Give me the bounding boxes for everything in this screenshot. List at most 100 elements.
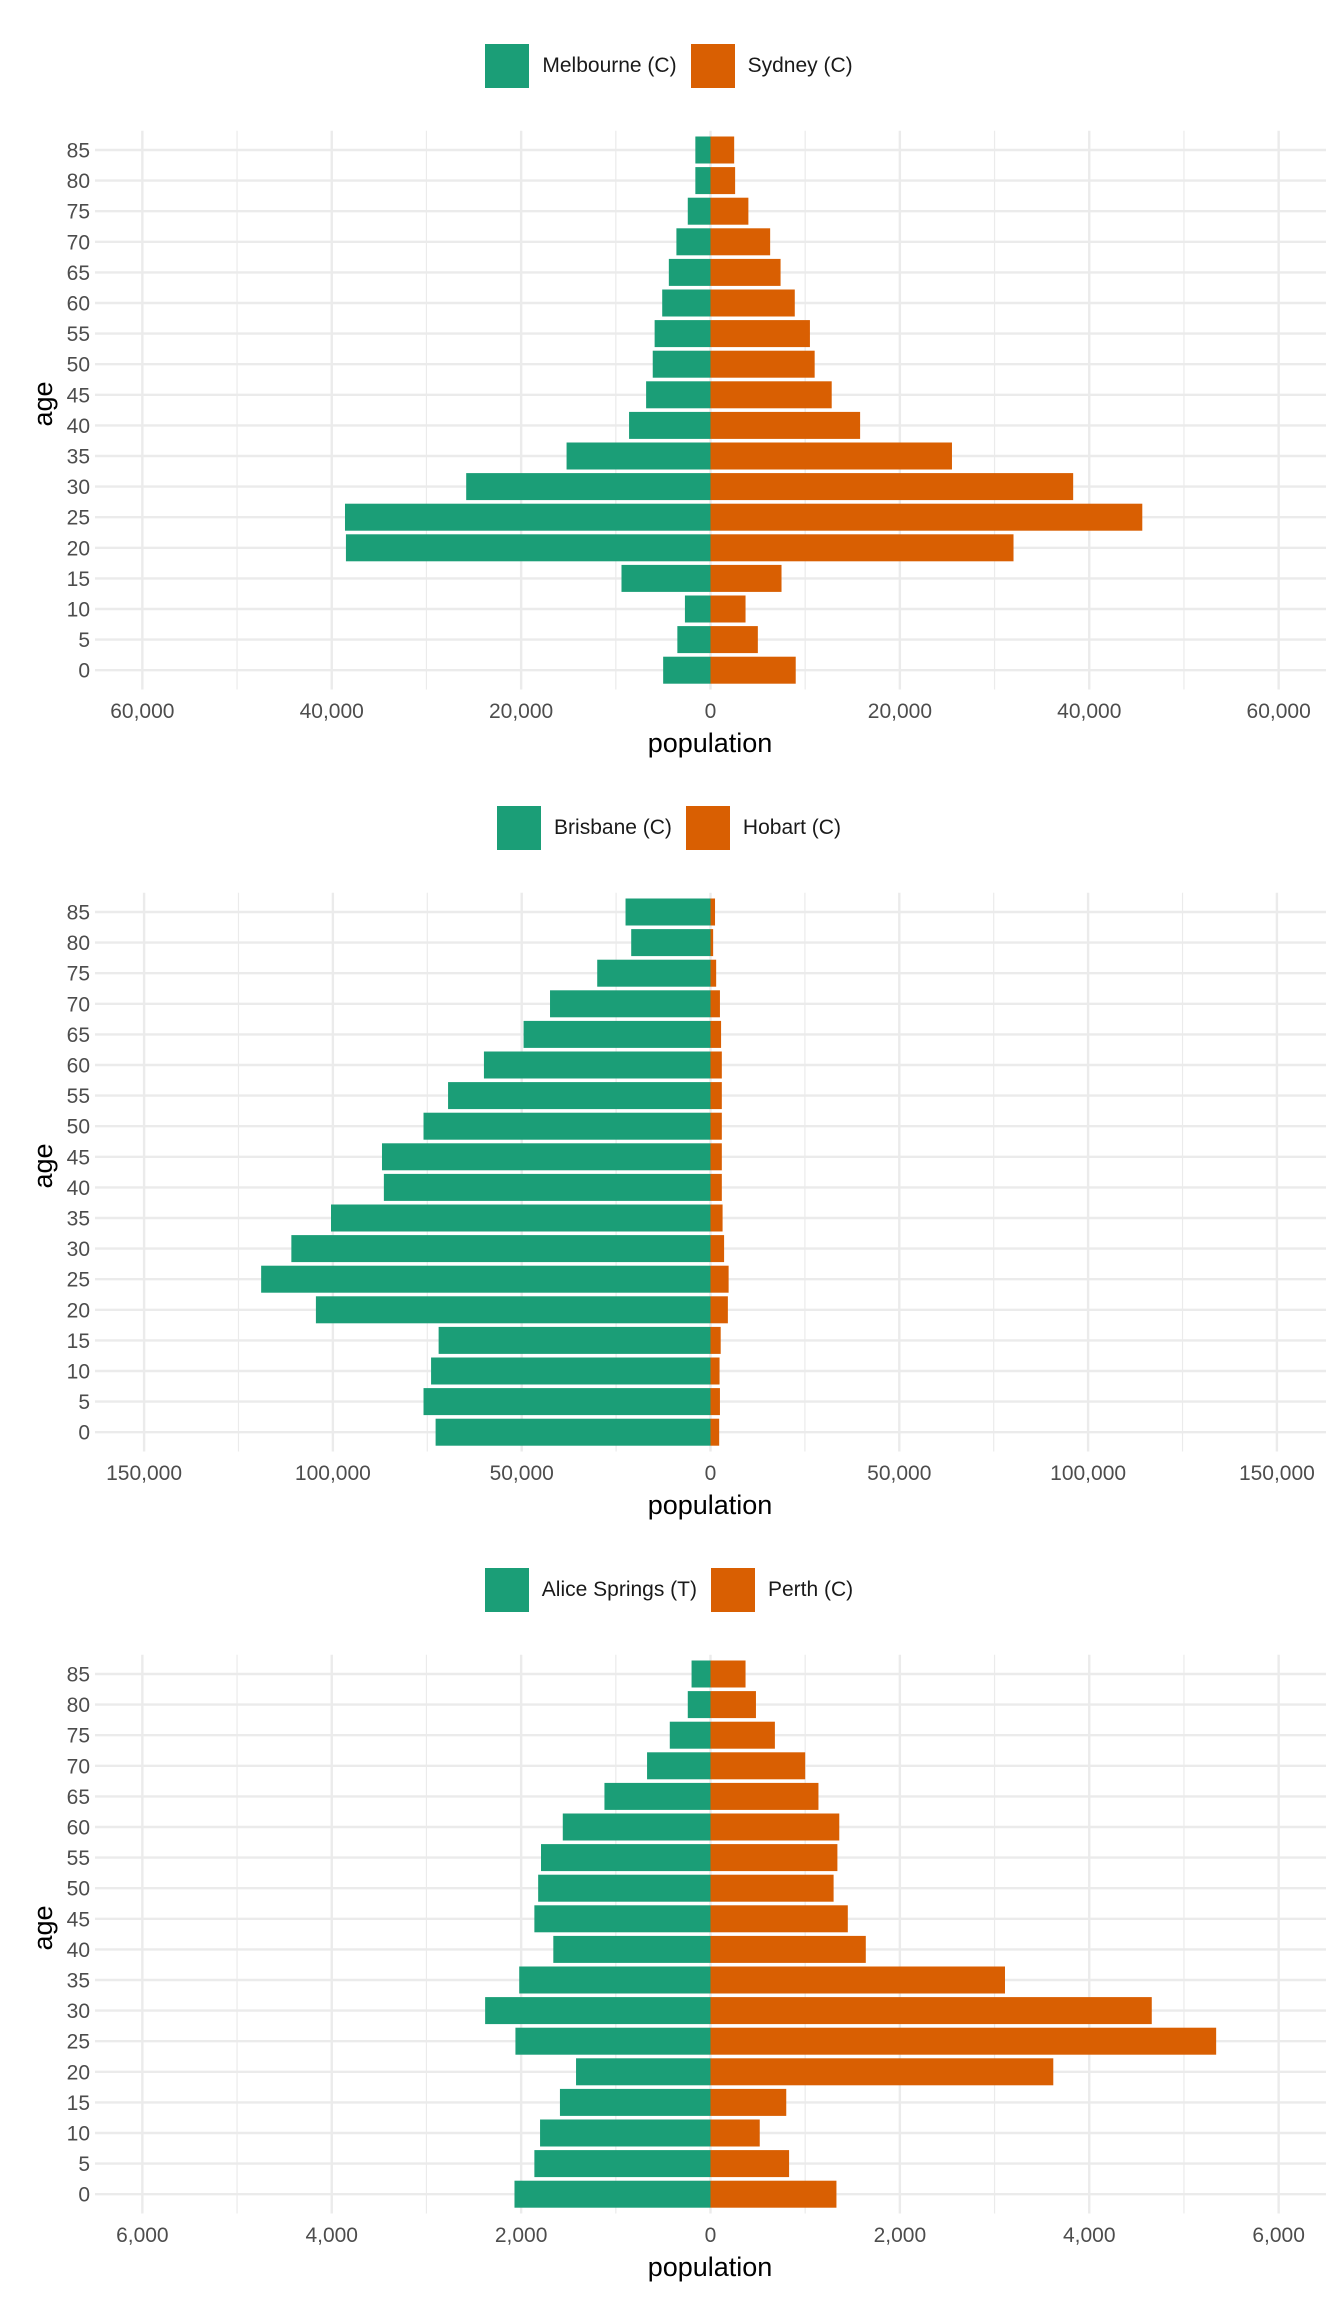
- bar-right-age-60: [710, 1051, 722, 1079]
- y-tick-label: 25: [67, 2031, 90, 2054]
- x-axis-title: population: [648, 2252, 773, 2282]
- y-tick-label: 0: [78, 2184, 90, 2207]
- bar-right-age-55: [710, 1844, 838, 1872]
- bar-left-age-25: [344, 503, 711, 531]
- pyramid-chart-alice-springs-perth: Alice Springs (T) Perth (C) 0 5 10 15 20 25 30…: [0, 1524, 1344, 2284]
- bar-left-age-35: [331, 1204, 711, 1232]
- bar-right-age-15: [710, 2088, 787, 2116]
- bar-left-age-80: [687, 1691, 711, 1719]
- y-tick-label: 45: [67, 1146, 90, 1169]
- y-axis-title: age: [28, 1143, 58, 1188]
- y-tick-label: 40: [67, 415, 90, 438]
- y-tick-label: 40: [67, 1939, 90, 1962]
- x-tick-label: 0: [705, 2224, 717, 2247]
- bar-left-age-20: [345, 534, 711, 562]
- bar-left-age-45: [646, 381, 711, 409]
- bar-left-age-0: [435, 1418, 711, 1446]
- y-tick-label: 50: [67, 1878, 90, 1901]
- y-tick-label: 65: [67, 262, 90, 285]
- bar-right-age-75: [710, 959, 717, 987]
- x-tick-label: 40,000: [1057, 700, 1121, 723]
- bar-left-age-25: [515, 2027, 711, 2055]
- bar-right-age-45: [710, 381, 832, 409]
- y-tick-labels: 0 5 10 15 20 25 30 35 40 45 50 55 60 65 70 75 80 85: [67, 1664, 90, 2207]
- bar-right-age-10: [710, 595, 746, 623]
- bar-left-age-25: [261, 1265, 711, 1293]
- bar-left-age-65: [523, 1020, 711, 1048]
- y-tick-label: 65: [67, 1786, 90, 1809]
- bar-left-age-35: [566, 442, 711, 470]
- y-tick-label: 70: [67, 993, 90, 1016]
- bar-left-age-30: [485, 1997, 711, 2025]
- y-tick-label: 5: [78, 2153, 90, 2176]
- bar-left-age-75: [687, 197, 711, 225]
- legend-swatch-left: [484, 1568, 529, 1612]
- bar-left-age-15: [559, 2088, 711, 2116]
- bar-left-age-85: [625, 898, 711, 926]
- y-tick-label: 25: [67, 507, 90, 530]
- y-tick-label: 50: [67, 354, 90, 377]
- y-tick-label: 40: [67, 1177, 90, 1200]
- bar-left-age-55: [541, 1844, 711, 1872]
- y-axis-title: age: [28, 1905, 58, 1950]
- y-tick-label: 30: [67, 476, 90, 499]
- x-tick-label: 6,000: [1252, 2224, 1305, 2247]
- legend-label-left: Alice Springs (T): [541, 1578, 697, 1601]
- y-tick-label: 15: [67, 568, 90, 591]
- bar-left-age-40: [629, 411, 711, 439]
- bar-right-age-60: [710, 289, 795, 317]
- bars-layer: [344, 136, 1143, 684]
- legend-label-right: Hobart (C): [742, 816, 841, 839]
- bar-left-age-80: [695, 167, 711, 195]
- y-tick-label: 20: [67, 537, 90, 560]
- bar-left-age-65: [668, 258, 711, 286]
- y-tick-labels: 0 5 10 15 20 25 30 35 40 45 50 55 60 65 70 75 80 85: [67, 140, 90, 683]
- x-tick-label: 4,000: [1063, 2224, 1116, 2247]
- bar-right-age-15: [710, 1326, 721, 1354]
- y-tick-label: 80: [67, 170, 90, 193]
- x-tick-label: 20,000: [489, 700, 553, 723]
- y-tick-label: 55: [67, 1847, 90, 1870]
- bar-left-age-50: [423, 1112, 711, 1140]
- bar-right-age-5: [710, 2150, 790, 2178]
- bar-left-age-75: [597, 959, 711, 987]
- legend-item-left: Brisbane (C): [497, 806, 678, 850]
- y-axis-title: age: [28, 381, 58, 426]
- bar-right-age-75: [710, 197, 749, 225]
- bar-left-age-85: [691, 1660, 711, 1688]
- plot-area: 0 5 10 15 20 25 30 35 40 45 50 55 60 65 70 75 80 85 60,00…: [28, 130, 1326, 758]
- bar-right-age-55: [710, 1082, 722, 1110]
- bar-right-age-80: [710, 929, 714, 957]
- bar-right-age-40: [710, 1173, 722, 1201]
- legend-item-right: Hobart (C): [685, 806, 847, 850]
- y-tick-label: 10: [67, 2123, 90, 2146]
- x-tick-label: 150,000: [106, 1462, 182, 1485]
- bar-left-age-50: [538, 1874, 711, 1902]
- y-tick-label: 20: [67, 2061, 90, 2084]
- bar-right-age-30: [710, 473, 1074, 501]
- y-tick-label: 70: [67, 231, 90, 254]
- bar-right-age-25: [710, 2027, 1217, 2055]
- bar-right-age-65: [710, 1020, 722, 1048]
- x-tick-label: 0: [705, 1462, 717, 1485]
- bar-right-age-20: [710, 1296, 728, 1324]
- y-tick-label: 35: [67, 1970, 90, 1993]
- x-tick-label: 60,000: [1247, 700, 1311, 723]
- x-tick-label: 60,000: [110, 700, 174, 723]
- chart-legend: Alice Springs (T) Perth (C): [0, 1568, 1344, 1612]
- y-tick-label: 50: [67, 1116, 90, 1139]
- y-tick-label: 20: [67, 1299, 90, 1322]
- x-tick-label: 150,000: [1239, 1462, 1315, 1485]
- legend-label-right: Sydney (C): [747, 54, 853, 77]
- pyramid-chart-melbourne-sydney: Melbourne (C) Sydney (C) 0 5 10 15 20 25 30 35 4…: [0, 0, 1344, 760]
- y-tick-label: 30: [67, 1238, 90, 1261]
- bar-left-age-5: [423, 1388, 711, 1416]
- bar-right-age-50: [710, 350, 815, 378]
- bar-right-age-65: [710, 258, 781, 286]
- bar-right-age-55: [710, 320, 810, 348]
- bar-left-age-70: [647, 1752, 711, 1780]
- bar-right-age-0: [710, 656, 796, 684]
- x-tick-label: 100,000: [295, 1462, 371, 1485]
- x-axis-title: population: [648, 1490, 773, 1520]
- x-tick-label: 100,000: [1050, 1462, 1126, 1485]
